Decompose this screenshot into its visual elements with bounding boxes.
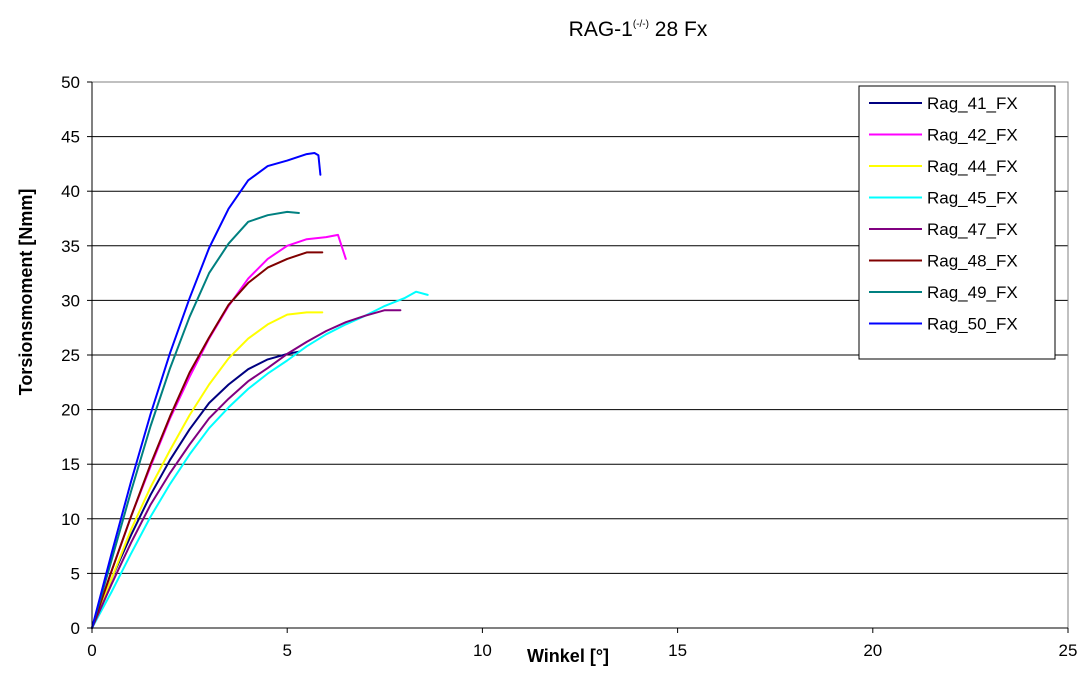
y-tick-label-0: 0	[71, 619, 80, 638]
y-tick-label-9: 45	[61, 128, 80, 147]
legend-label-6: Rag_49_FX	[927, 283, 1018, 302]
legend-label-3: Rag_45_FX	[927, 189, 1018, 208]
x-tick-label-2: 10	[473, 641, 492, 660]
legend-label-7: Rag_50_FX	[927, 315, 1018, 334]
series-line-rag-50-fx	[91, 152, 322, 629]
series-line-rag-45-fx	[91, 290, 429, 629]
series-line-rag-49-fx	[91, 210, 300, 629]
series-line-rag-44-fx	[91, 311, 324, 629]
y-axis-label: Torsionsmoment [Nmm]	[16, 189, 36, 396]
x-axis-label: Winkel [°]	[527, 646, 609, 666]
chart-title-superscript: (-/-)	[633, 19, 649, 30]
y-tick-label-1: 5	[71, 564, 80, 583]
chart-title-tail: 28 Fx	[649, 18, 708, 41]
axes	[87, 81, 1069, 633]
tick-labels: 0 5 10 15 20 25 30 35 40 45 50 0 5 10 15 20 25	[61, 73, 1077, 660]
legend-label-2: Rag_44_FX	[927, 157, 1018, 176]
x-tick-label-4: 20	[863, 641, 882, 660]
legend-label-5: Rag_48_FX	[927, 252, 1018, 271]
y-tick-label-2: 10	[61, 510, 80, 529]
series-line-rag-48-fx	[91, 251, 324, 629]
chart-title: RAG-1(-/-) 28 Fx	[569, 18, 708, 41]
series-lines	[91, 152, 429, 629]
x-tick-label-1: 5	[282, 641, 291, 660]
y-tick-label-3: 15	[61, 455, 80, 474]
y-tick-label-5: 25	[61, 346, 80, 365]
y-tick-label-8: 40	[61, 182, 80, 201]
legend-label-4: Rag_47_FX	[927, 220, 1018, 239]
x-tick-label-0: 0	[87, 641, 96, 660]
y-tick-label-10: 50	[61, 73, 80, 92]
series-line-rag-41-fx	[91, 350, 300, 629]
series-line-rag-42-fx	[91, 233, 347, 629]
y-tick-label-4: 20	[61, 401, 80, 420]
legend-label-1: Rag_42_FX	[927, 126, 1018, 145]
legend-label-0: Rag_41_FX	[927, 94, 1018, 113]
series-line-rag-47-fx	[91, 309, 402, 629]
legend-box	[858, 85, 1056, 360]
x-tick-label-5: 25	[1059, 641, 1078, 660]
x-tick-label-3: 15	[668, 641, 687, 660]
y-tick-label-6: 30	[61, 291, 80, 310]
y-tick-label-7: 35	[61, 237, 80, 256]
legend: Rag_41_FX Rag_42_FX Rag_44_FX Rag_45_FX Rag_…	[858, 85, 1056, 360]
chart-title-main: RAG-1	[569, 18, 633, 41]
